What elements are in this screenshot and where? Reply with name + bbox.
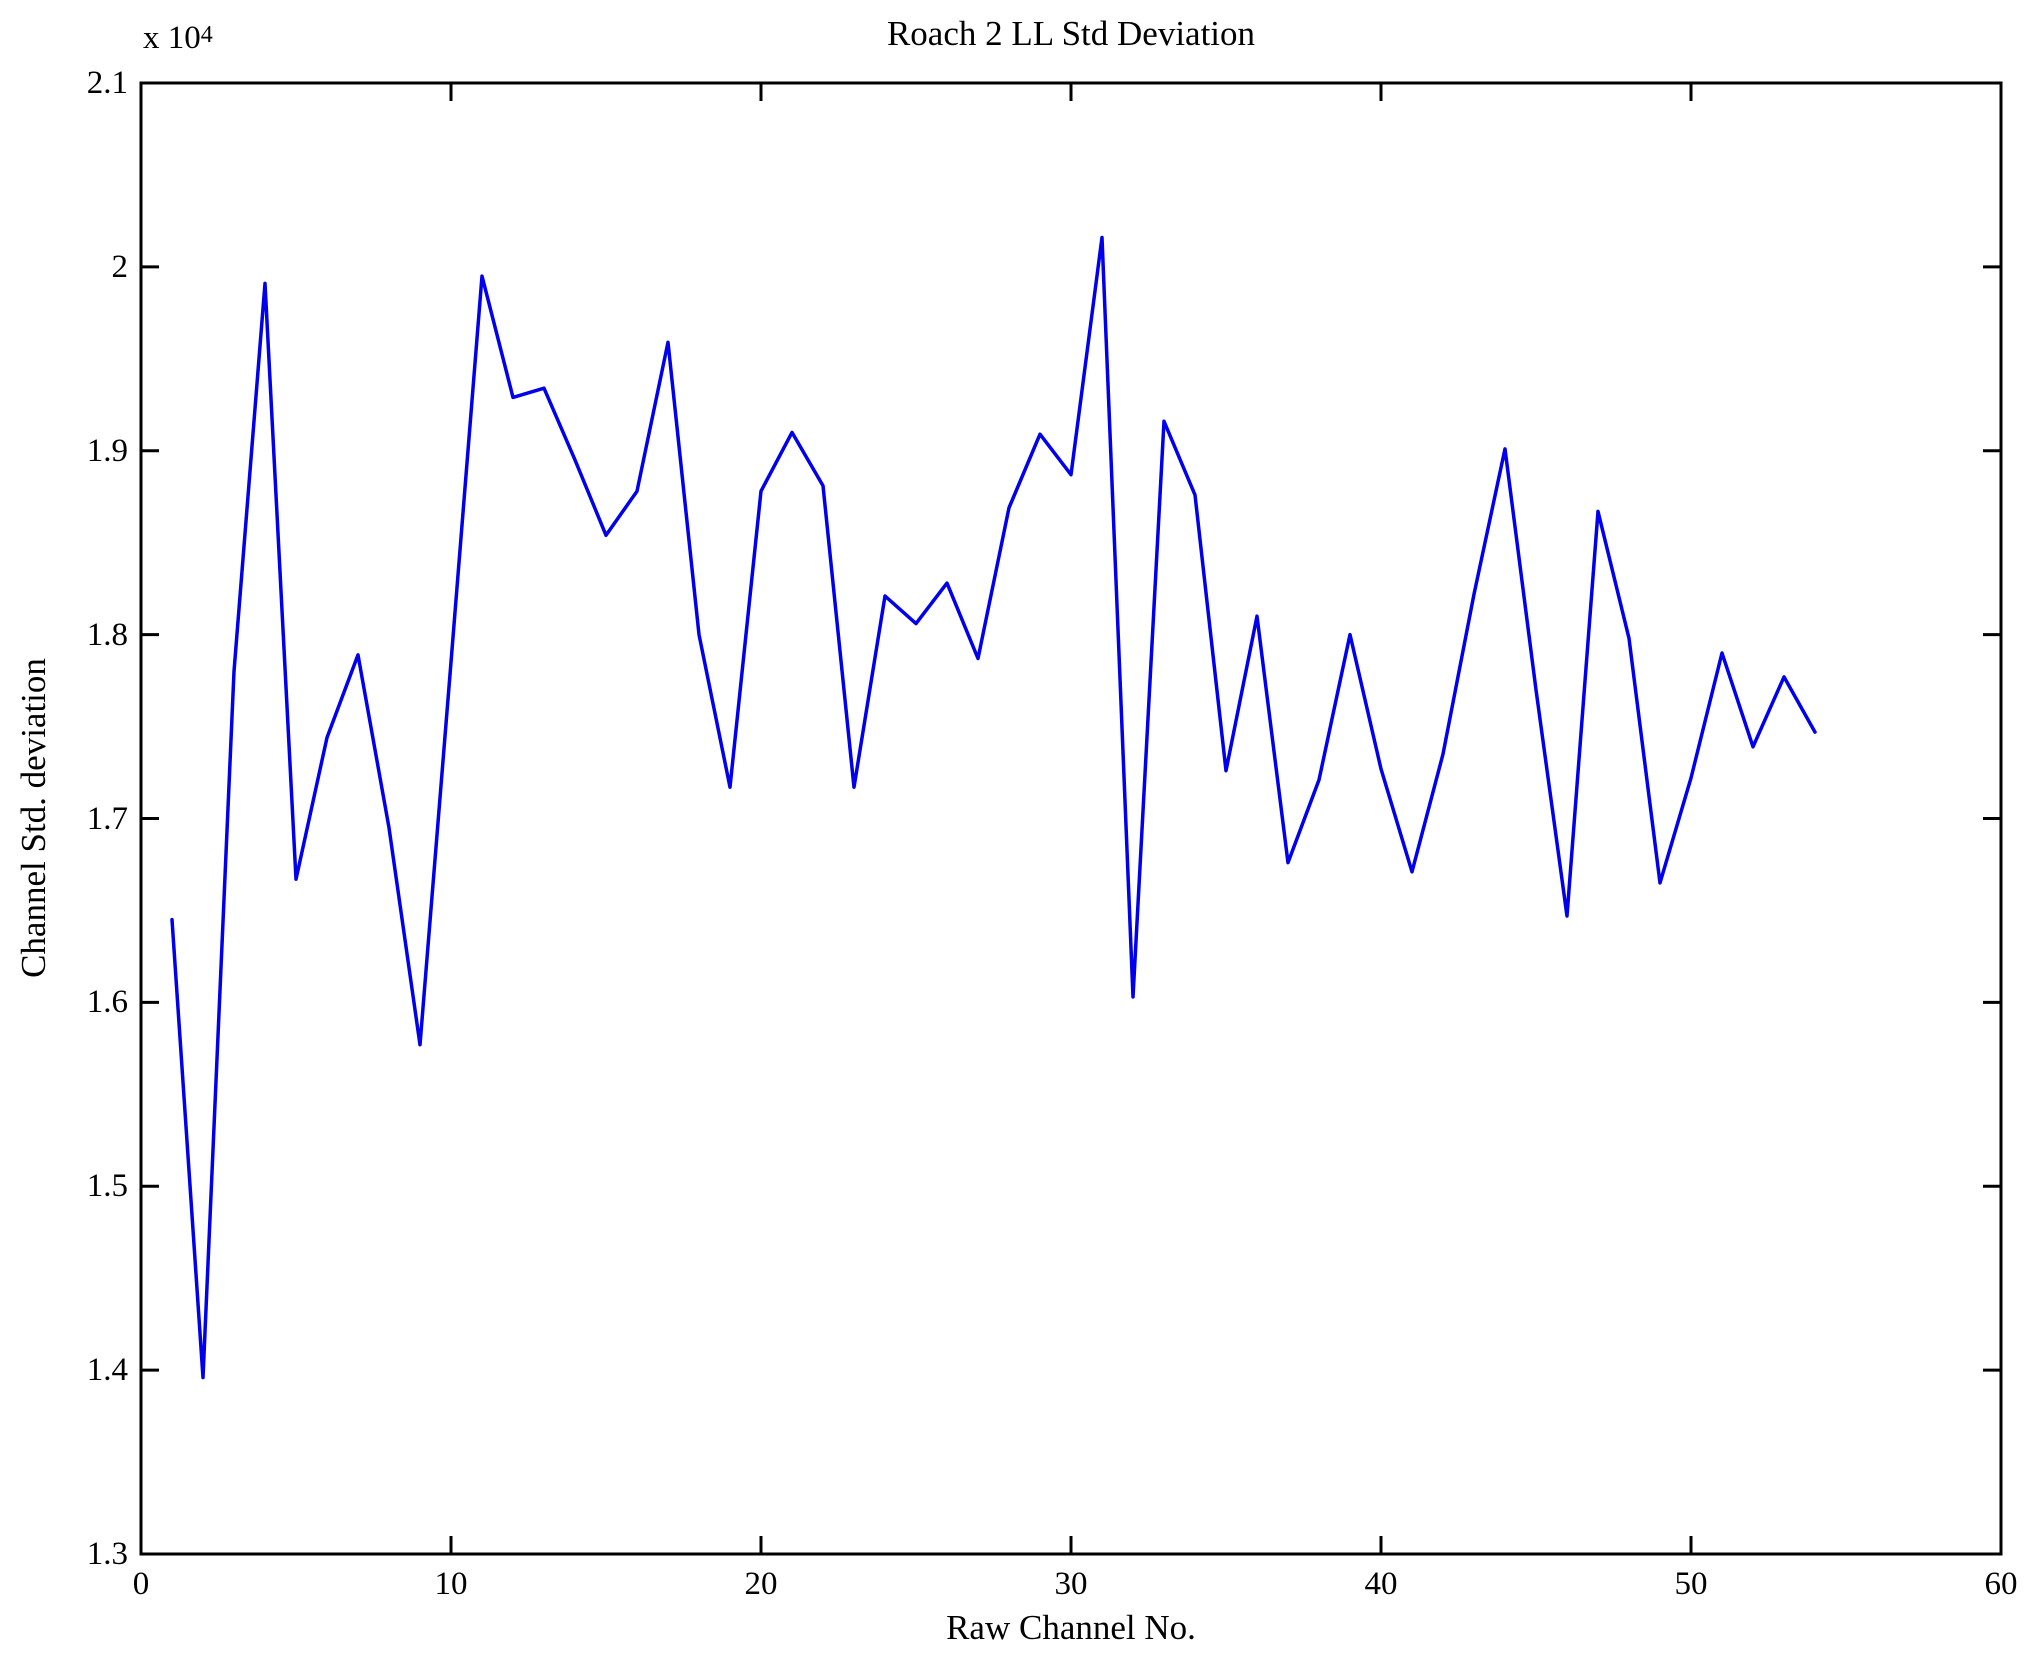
chart-title: Roach 2 LL Std Deviation — [886, 14, 1256, 53]
x-tick-label: 20 — [744, 1566, 778, 1602]
x-tick-label: 60 — [1984, 1566, 2018, 1602]
y-axis-exponent: x 104 — [143, 20, 213, 57]
tick-marks — [139, 81, 2003, 1556]
y-tick-label: 1.4 — [86, 1352, 128, 1389]
x-tick-label: 50 — [1674, 1566, 1708, 1602]
x-tick-label: 0 — [132, 1566, 150, 1602]
y-tick-label: 1.6 — [86, 984, 128, 1021]
y-axis-exponent-base: x 10 — [143, 20, 201, 56]
axes-box — [139, 81, 2003, 1556]
y-tick-label: 1.8 — [86, 616, 128, 653]
data-line — [170, 235, 1817, 1380]
y-tick-label: 1.7 — [86, 800, 128, 837]
x-tick-label: 40 — [1364, 1566, 1398, 1602]
y-axis-exponent-power: 4 — [200, 22, 213, 48]
y-tick-label: 2.1 — [86, 65, 128, 101]
y-tick-label: 1.5 — [86, 1168, 128, 1205]
x-tick-label: 30 — [1054, 1566, 1088, 1602]
y-tick-label: 2 — [111, 248, 129, 285]
y-tick-label: 1.3 — [86, 1536, 128, 1572]
x-axis-label: Raw Channel No. — [946, 1608, 1196, 1647]
y-tick-label: 1.9 — [86, 432, 128, 469]
x-tick-label: 10 — [434, 1566, 468, 1602]
